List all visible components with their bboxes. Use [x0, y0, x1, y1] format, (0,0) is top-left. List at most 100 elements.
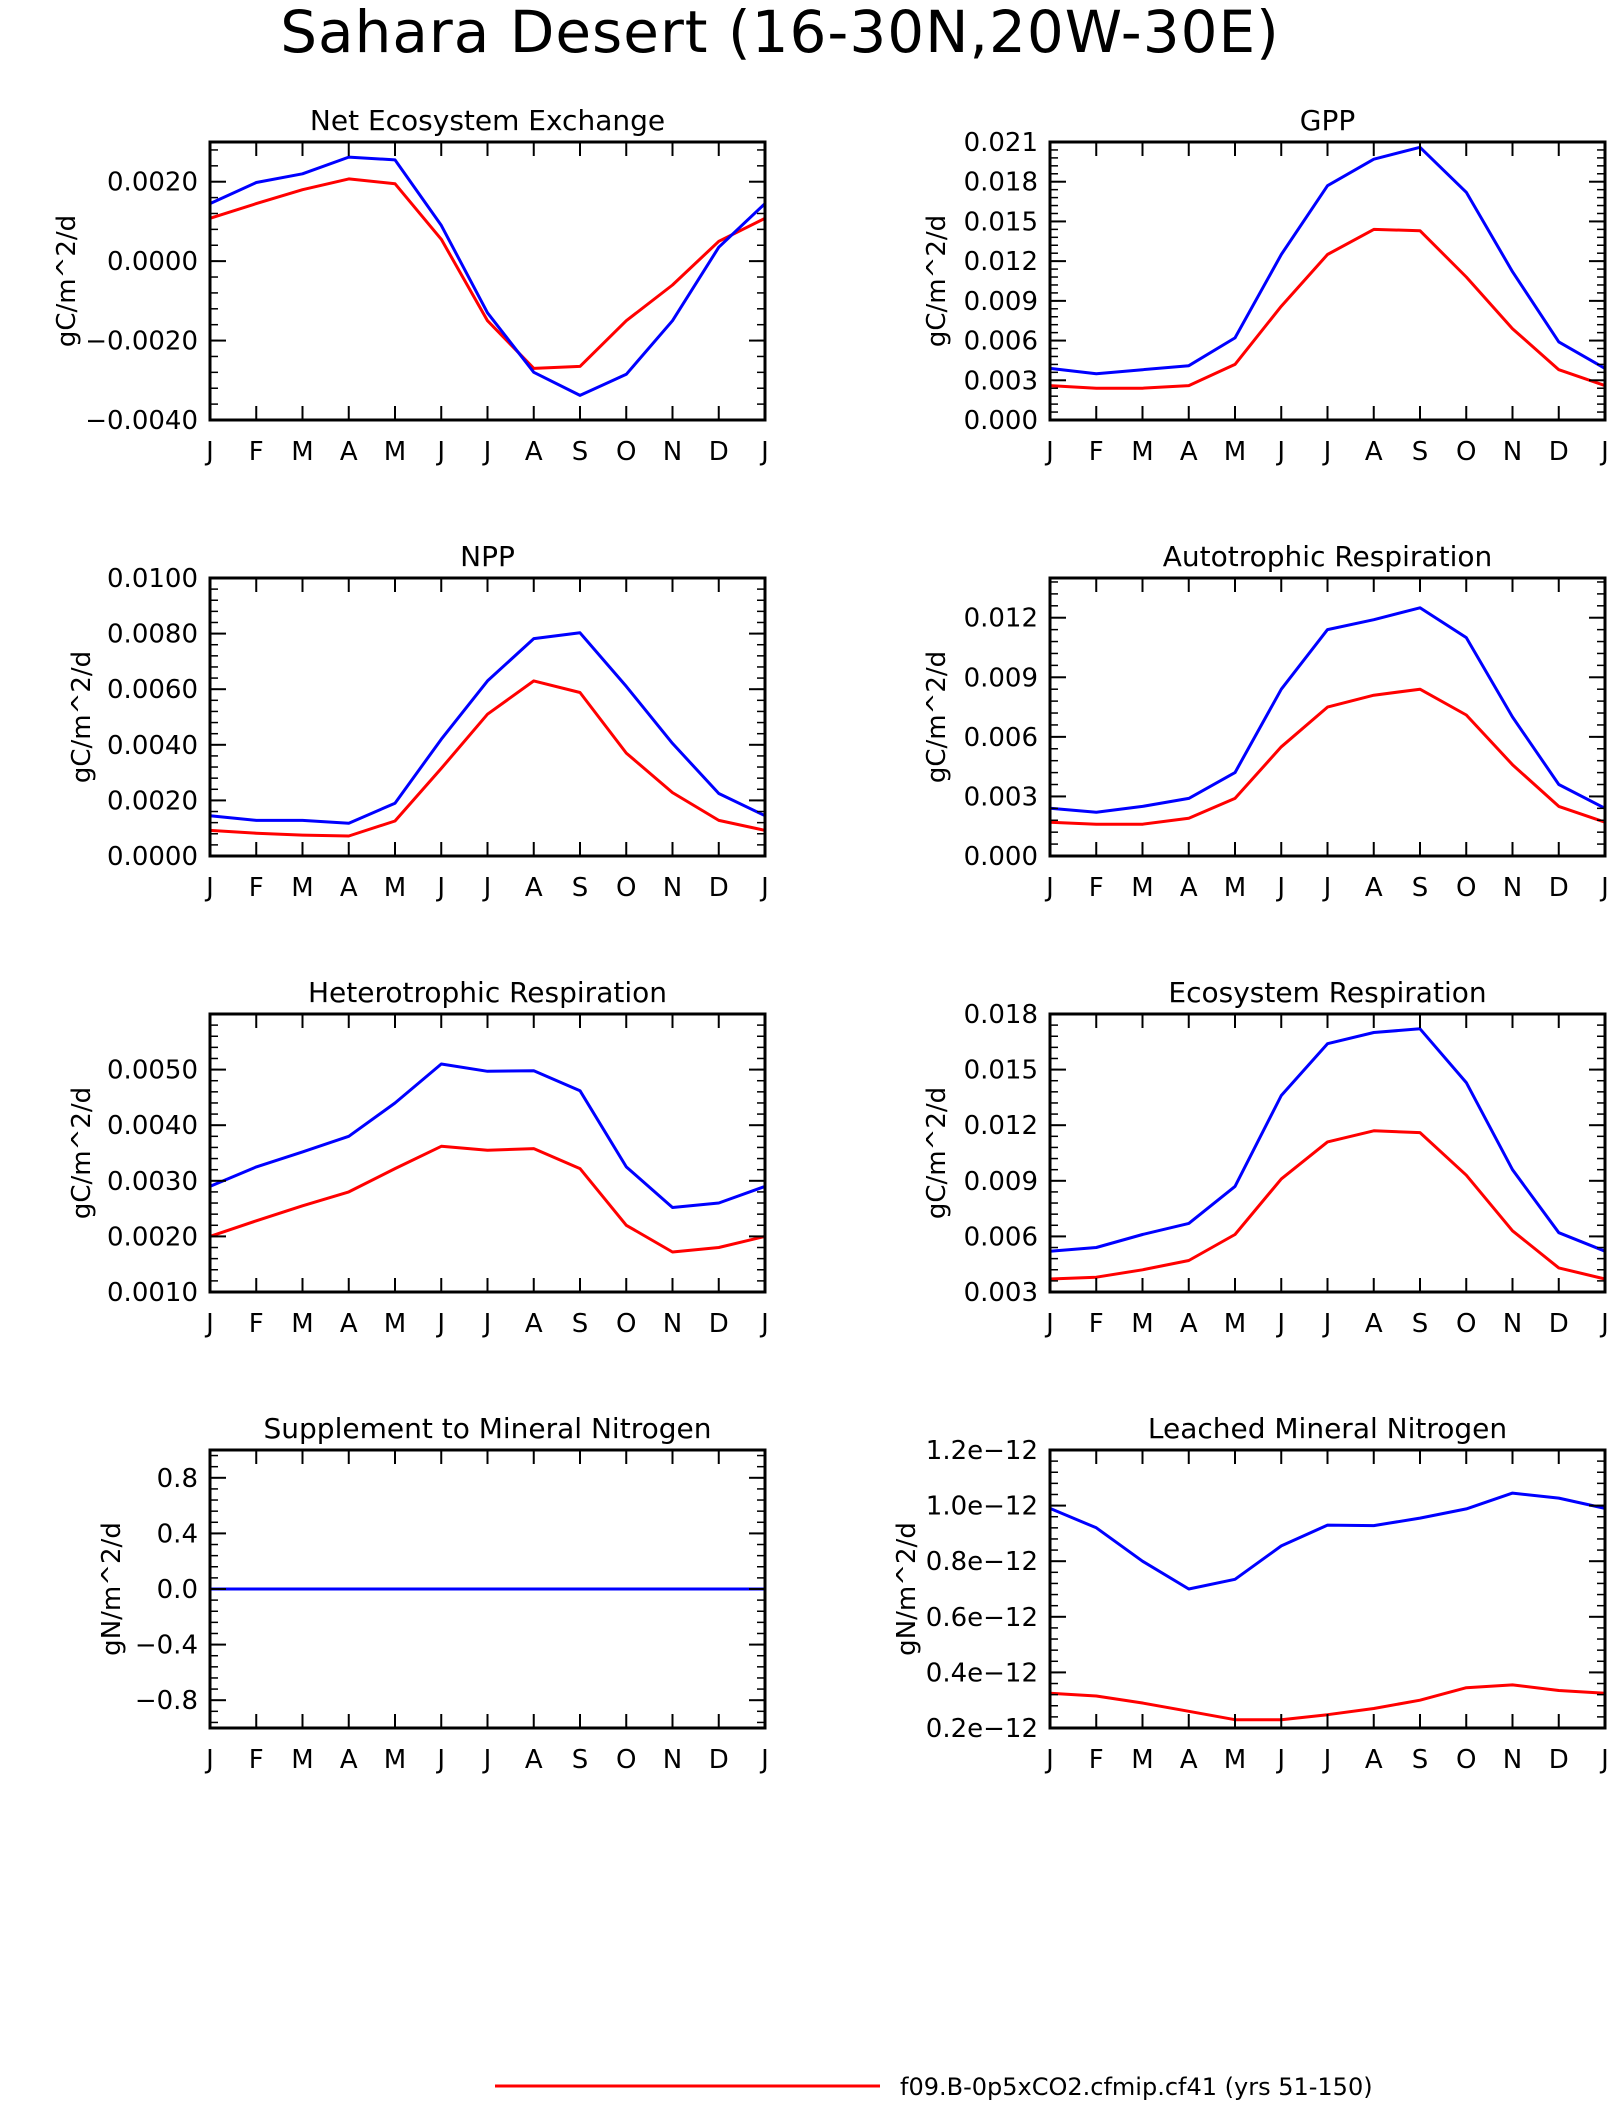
y-tick-label: 1.0e−12 [926, 1492, 1038, 1522]
y-tick-label: 0.0020 [107, 168, 198, 198]
x-tick-label: J [1599, 873, 1609, 903]
x-tick-label: J [204, 1745, 214, 1775]
y-axis-label: gN/m^2/d [97, 1522, 127, 1656]
x-tick-label: J [435, 1309, 445, 1339]
x-tick-label: J [1044, 1745, 1054, 1775]
x-tick-label: D [709, 1309, 729, 1339]
x-tick-label: J [1044, 437, 1054, 467]
series-line-blue [1049, 145, 1606, 376]
x-tick-label: O [616, 1309, 636, 1339]
x-tick-label: S [1412, 873, 1429, 903]
legend-label: f09.B-0p5xCO2.cfmip.cf41 (yrs 51-150) [900, 2073, 1373, 2101]
series-line-red [1049, 227, 1606, 390]
series-line-blue [209, 155, 767, 397]
x-tick-label: A [1180, 437, 1198, 467]
plot-frame [1048, 140, 1607, 422]
x-tick-label: M [1224, 437, 1246, 467]
x-tick-label: N [1503, 1309, 1522, 1339]
y-axis-label: gC/m^2/d [67, 1087, 97, 1219]
panel-title: NPP [460, 540, 515, 573]
x-tick-label: D [709, 437, 729, 467]
x-tick-label: J [435, 437, 445, 467]
series-line-blue [209, 631, 766, 825]
x-tick-label: S [572, 1309, 589, 1339]
series-line-red [1049, 687, 1606, 826]
x-tick-label: A [1180, 1309, 1198, 1339]
x-tick-label: M [291, 437, 313, 467]
x-tick-label: A [340, 1745, 358, 1775]
plot-frame [208, 140, 767, 422]
y-tick-label: 0.018 [964, 168, 1038, 198]
x-tick-label: S [1412, 1309, 1429, 1339]
y-tick-label: 0.0 [157, 1575, 198, 1605]
x-tick-label: N [663, 873, 682, 903]
y-axis-label: gC/m^2/d [922, 215, 952, 347]
x-tick-label: J [1275, 873, 1285, 903]
y-axis-label: gN/m^2/d [892, 1522, 922, 1656]
x-tick-label: J [759, 873, 769, 903]
y-tick-label: 0.003 [964, 782, 1038, 812]
x-tick-label: J [1322, 1309, 1332, 1339]
x-tick-label: F [249, 1309, 264, 1339]
x-tick-label: M [384, 873, 406, 903]
x-tick-label: J [204, 437, 214, 467]
x-tick-label: J [1275, 1745, 1285, 1775]
x-tick-label: J [1044, 873, 1054, 903]
x-tick-label: J [1322, 1745, 1332, 1775]
y-tick-label: 0.0060 [107, 675, 198, 705]
y-tick-label: 0.0010 [107, 1278, 198, 1308]
x-tick-label: O [616, 873, 636, 903]
y-tick-label: 0.4 [157, 1519, 198, 1549]
x-tick-label: J [204, 1309, 214, 1339]
y-tick-label: 0.009 [964, 663, 1038, 693]
x-tick-label: O [1456, 437, 1476, 467]
series-line-blue [1049, 606, 1606, 814]
y-tick-label: 0.8 [157, 1464, 198, 1494]
y-axis-label: gC/m^2/d [922, 1087, 952, 1219]
y-tick-label: 0.015 [964, 1056, 1038, 1086]
y-tick-label: −0.0020 [85, 327, 198, 357]
y-tick-label: 0.4e−12 [926, 1658, 1038, 1688]
x-tick-label: F [249, 1745, 264, 1775]
y-tick-label: 0.0030 [107, 1167, 198, 1197]
y-tick-label: 0.009 [964, 1167, 1038, 1197]
y-tick-label: 0.8e−12 [926, 1547, 1038, 1577]
x-tick-label: N [663, 1309, 682, 1339]
x-tick-label: D [1549, 1309, 1569, 1339]
y-axis-label: gC/m^2/d [52, 215, 82, 347]
x-tick-label: M [384, 1309, 406, 1339]
y-tick-label: 0.003 [964, 1278, 1038, 1308]
y-tick-label: 0.0100 [107, 564, 198, 594]
y-tick-label: 0.0000 [107, 842, 198, 872]
x-tick-label: M [1131, 1745, 1153, 1775]
x-tick-label: J [435, 1745, 445, 1775]
x-tick-label: N [1503, 1745, 1522, 1775]
x-tick-label: J [759, 1309, 769, 1339]
x-tick-label: S [572, 1745, 589, 1775]
x-tick-label: M [384, 1745, 406, 1775]
panel-title: Heterotrophic Respiration [308, 976, 667, 1009]
series-line-red [1049, 1129, 1606, 1281]
y-tick-label: −0.8 [135, 1686, 198, 1716]
x-tick-label: A [1180, 1745, 1198, 1775]
x-tick-label: N [663, 437, 682, 467]
x-tick-label: M [1224, 1309, 1246, 1339]
y-tick-label: 0.0000 [107, 247, 198, 277]
x-tick-label: J [482, 437, 492, 467]
y-tick-label: 0.015 [964, 207, 1038, 237]
series-line-blue [209, 1062, 766, 1209]
plot-frame [208, 576, 767, 858]
x-tick-label: A [525, 437, 543, 467]
x-tick-label: S [572, 437, 589, 467]
plot-frame [1048, 576, 1607, 858]
y-tick-label: 0.0080 [107, 620, 198, 650]
y-tick-label: 0.003 [964, 366, 1038, 396]
x-tick-label: O [1456, 873, 1476, 903]
x-tick-label: N [663, 1745, 682, 1775]
panel-title: Ecosystem Respiration [1168, 976, 1486, 1009]
